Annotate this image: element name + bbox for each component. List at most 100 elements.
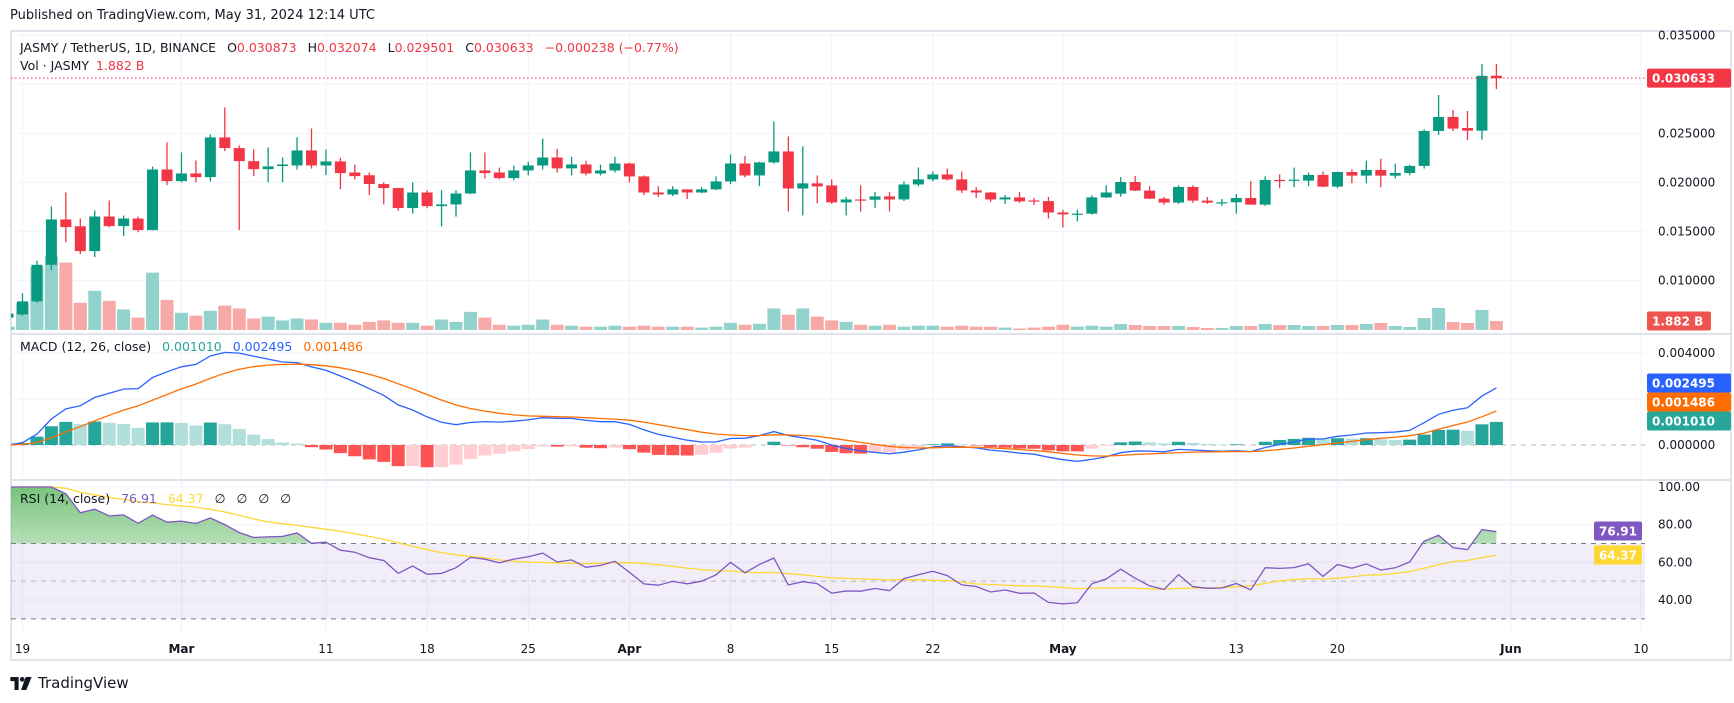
volume-bar	[911, 325, 925, 330]
tradingview-logo-icon	[10, 676, 32, 690]
candle-body	[45, 219, 57, 265]
volume-bar	[420, 325, 434, 330]
candle-body	[1317, 174, 1329, 187]
macd-tag: 0.002495	[1652, 377, 1715, 391]
rsi-ma-tag-bg	[1594, 545, 1642, 565]
volume-bar	[637, 325, 651, 330]
macd-histogram-bar	[1056, 445, 1070, 452]
macd-histogram-bar	[1157, 443, 1171, 445]
macd-histogram-bar	[463, 445, 477, 460]
candle-body	[1086, 197, 1098, 214]
low-label: L	[387, 40, 395, 55]
candle-body	[436, 204, 448, 207]
candle-body	[1042, 201, 1054, 213]
macd-histogram-bar	[1432, 429, 1446, 445]
time-axis-label: 18	[419, 642, 434, 656]
macd-histogram-bar	[1114, 442, 1128, 445]
candle-body	[89, 216, 101, 252]
candle-body	[768, 151, 780, 163]
candle-body	[609, 163, 621, 171]
volume-label[interactable]: Vol · JASMY	[20, 58, 89, 73]
candle-body	[580, 164, 592, 174]
volume-bar	[1013, 328, 1027, 330]
candle-body	[1360, 169, 1372, 176]
candle-body	[1100, 192, 1112, 198]
macd-histogram-bar	[377, 445, 391, 462]
candle-body	[855, 199, 867, 201]
candle-body	[537, 157, 549, 166]
macd-tag-bg	[1647, 373, 1731, 393]
rsi-tag-bg	[1594, 521, 1642, 541]
rsi-band	[11, 543, 1645, 620]
tradingview-logo[interactable]: TradingView	[10, 674, 129, 692]
candle-body	[464, 170, 476, 194]
axes: 19 Mar 11 18 25 Apr 8 15 22 May 13 20 Jun 10 0.035000 0…	[15, 28, 1715, 656]
macd-histogram-bar	[767, 441, 781, 445]
macd-histogram-bar	[1085, 445, 1099, 449]
candle-body	[1288, 179, 1300, 181]
macd-histogram-bar	[579, 445, 593, 448]
candle-body	[551, 157, 563, 169]
rsi-ma-tag: 64.37	[1599, 549, 1637, 563]
candle-body	[999, 197, 1011, 200]
macd-histogram-bar	[680, 445, 694, 456]
macd-histogram-bar	[651, 445, 665, 455]
rsi-extra-value: ∅	[214, 491, 226, 506]
macd-histogram-bar	[854, 445, 868, 454]
rsi-title[interactable]: RSI (14, close)	[20, 491, 111, 506]
open-value: 0.030873	[236, 40, 297, 55]
low-value: 0.029501	[394, 40, 455, 55]
candle-body	[1144, 190, 1156, 199]
macd-histogram-bar	[362, 445, 376, 460]
volume-bar	[695, 327, 709, 330]
volume-bar	[146, 272, 160, 330]
candle-body	[898, 184, 910, 200]
macd-line-value: 0.002495	[232, 339, 293, 354]
volume-bar	[1489, 321, 1503, 330]
candle-body	[1129, 182, 1141, 191]
macd-histogram-bar	[709, 445, 723, 453]
macd-histogram-bar	[825, 445, 839, 452]
volume-bar	[1316, 325, 1330, 330]
macd-histogram-bar	[781, 445, 795, 446]
macd-histogram-bar	[810, 445, 824, 449]
candle-body	[450, 193, 462, 205]
candle-body	[175, 173, 187, 182]
macd-histogram-bar	[406, 445, 420, 466]
price-axis-label: 0.035000	[1658, 28, 1715, 42]
candle-body	[696, 189, 708, 193]
candle-body	[884, 196, 895, 200]
candle-body	[421, 192, 433, 207]
candle-body	[623, 163, 635, 177]
price-axis-label: 0.015000	[1658, 224, 1715, 238]
candle-body	[31, 264, 43, 302]
symbol-title[interactable]: JASMY / TetherUS, 1D, BINANCE	[20, 40, 217, 55]
candle-body	[1331, 172, 1343, 187]
macd-histogram-bar	[1475, 424, 1489, 445]
macd-histogram-bar	[1302, 437, 1316, 445]
macd-histogram-bar	[998, 445, 1012, 448]
current-price-tag-bg	[1647, 68, 1731, 88]
volume-bar	[1359, 324, 1373, 330]
volume-bar	[1273, 324, 1287, 330]
volume-series	[11, 255, 1503, 330]
volume-bar	[1432, 308, 1446, 330]
volume-bar	[608, 325, 622, 330]
time-axis-label: 13	[1229, 642, 1244, 656]
volume-bar	[1157, 325, 1171, 330]
macd-histogram-bar	[926, 444, 940, 445]
candle-body	[725, 163, 737, 182]
candle-body	[1057, 212, 1069, 215]
candle-body	[11, 313, 14, 318]
volume-bar	[1070, 326, 1084, 330]
volume-bar	[218, 305, 232, 330]
candle-body	[1014, 197, 1026, 202]
volume-bar	[536, 319, 550, 330]
candle-body	[941, 174, 953, 180]
candle-body	[233, 148, 245, 162]
candle-body	[132, 218, 144, 231]
macd-histogram-bar	[1461, 430, 1474, 445]
macd-title[interactable]: MACD (12, 26, close)	[20, 339, 152, 354]
candle-body	[378, 184, 390, 189]
